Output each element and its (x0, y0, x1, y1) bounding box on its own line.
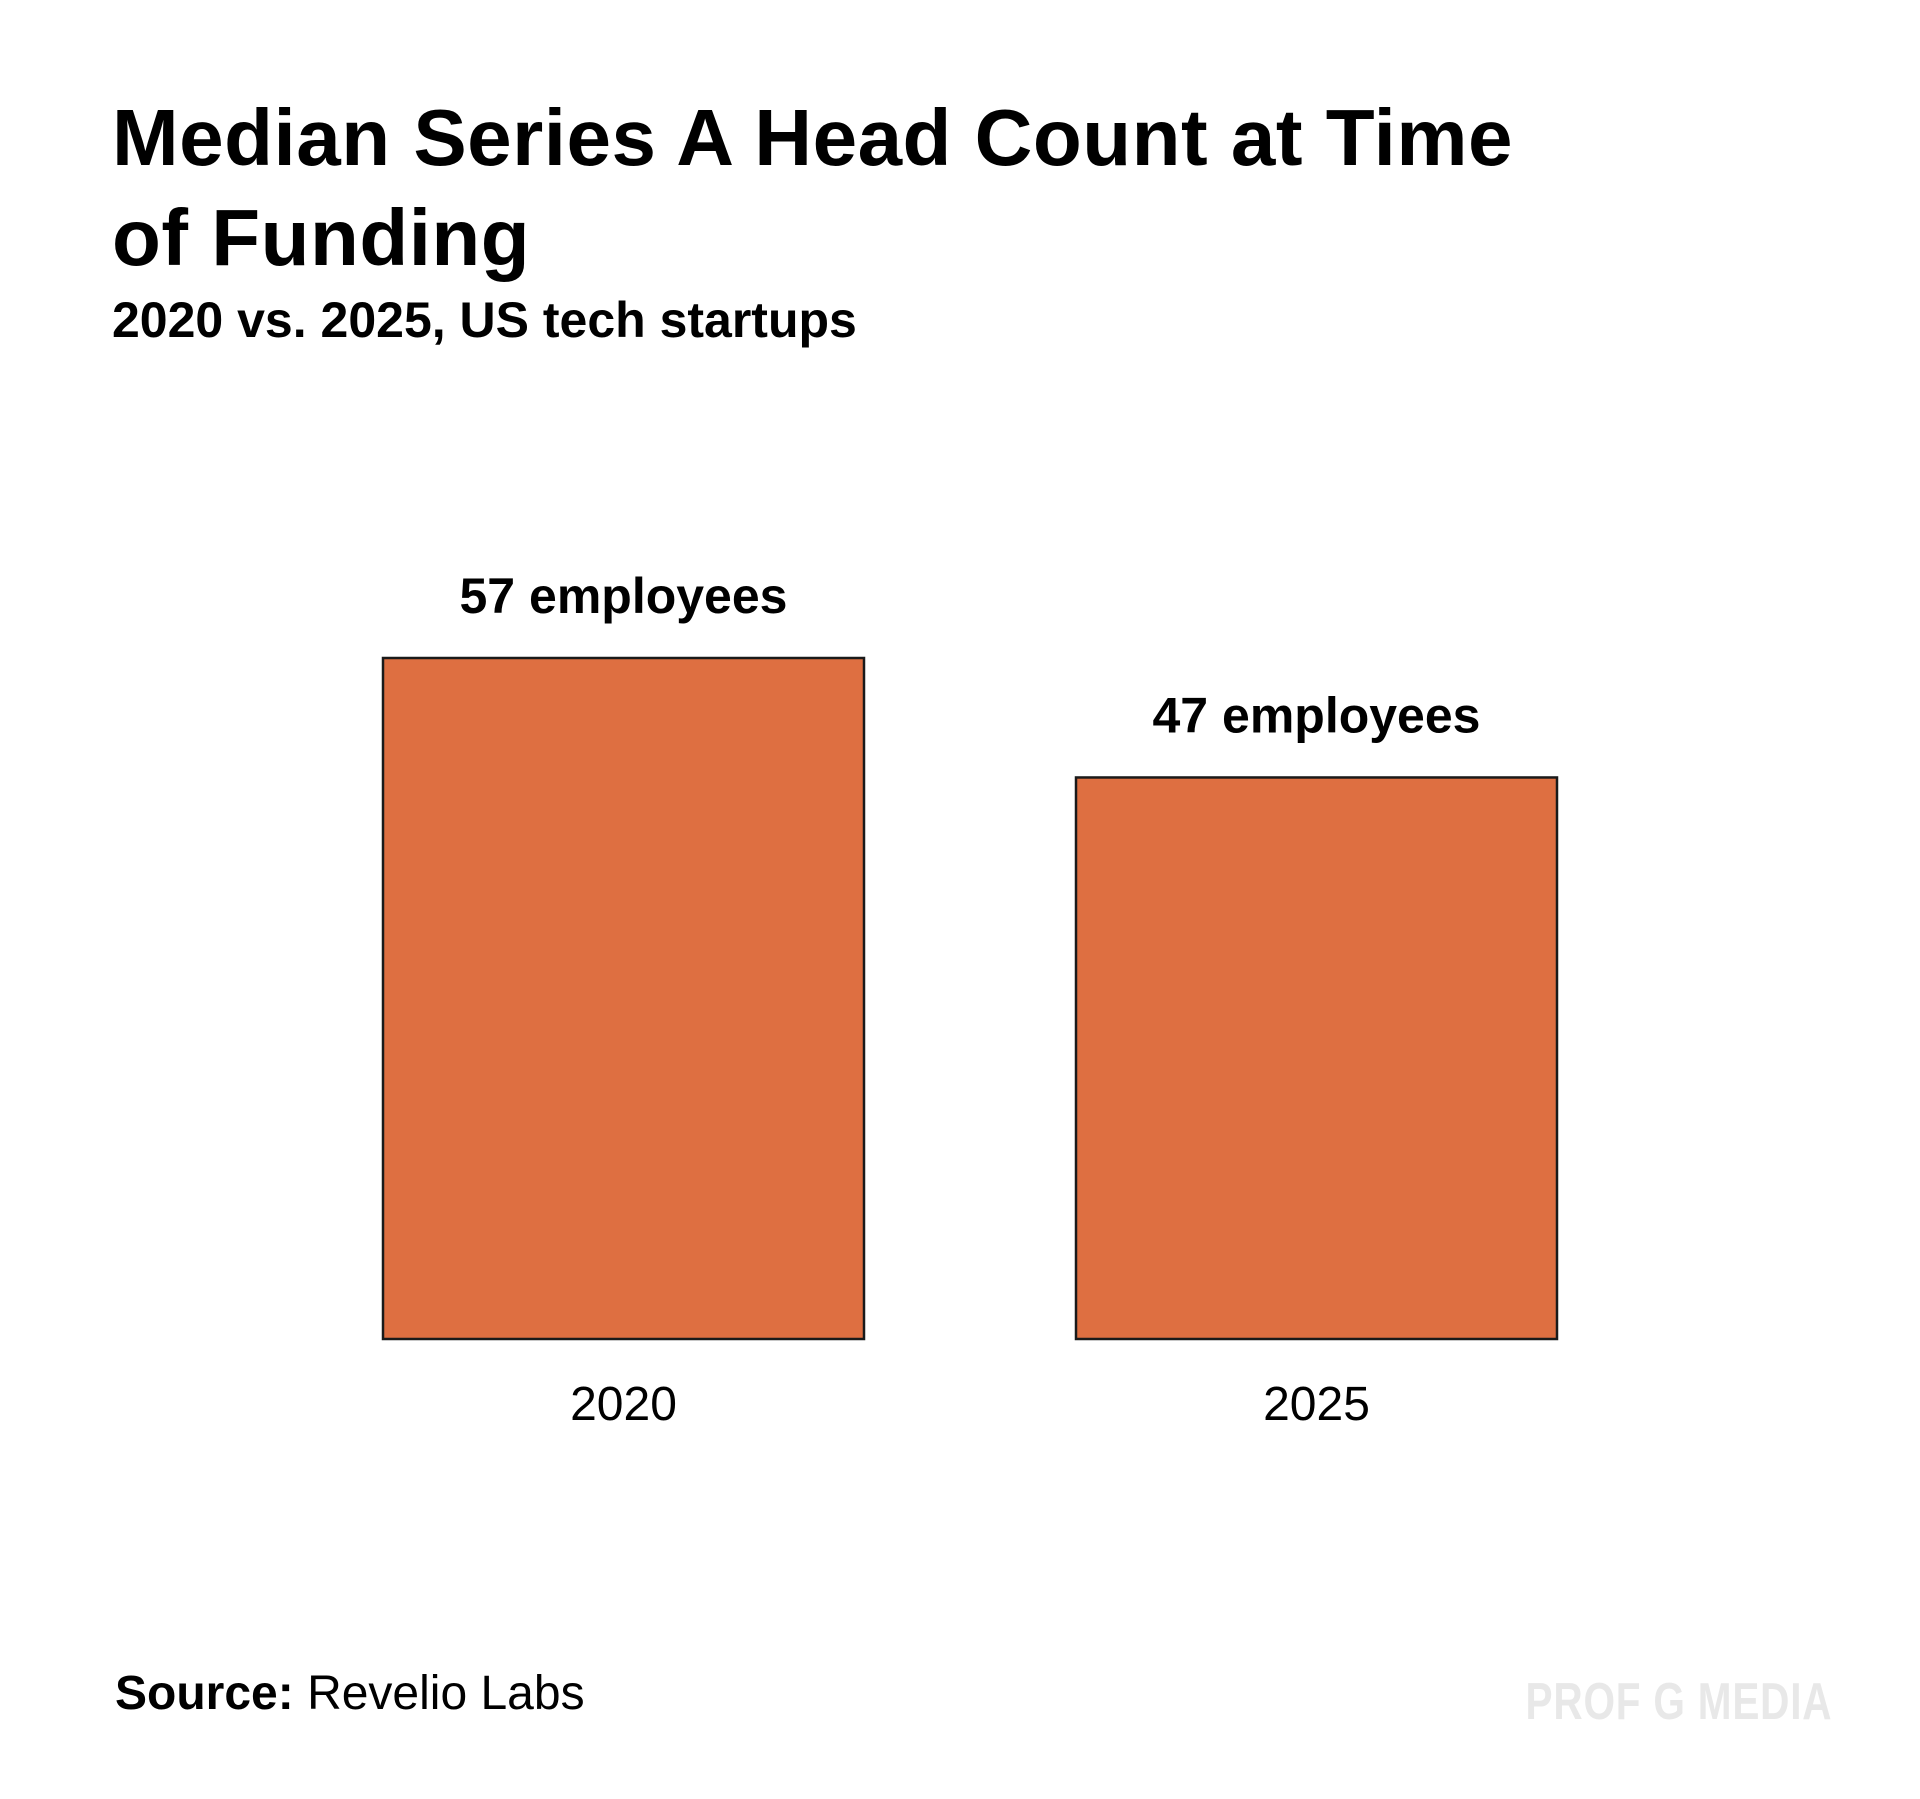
x-tick-label-2020: 2020 (570, 1378, 677, 1431)
data-label-2020: 57 employees (460, 568, 788, 624)
x-tick-label-2025: 2025 (1263, 1378, 1370, 1431)
data-label-2025: 47 employees (1153, 687, 1481, 743)
chart-subtitle: 2020 vs. 2025, US tech startups (112, 292, 857, 348)
chart-title: Median Series A Head Count at Time of Fu… (112, 93, 1514, 282)
source-note: Source: Revelio Labs (115, 1664, 585, 1724)
source-value: Revelio Labs (307, 1667, 585, 1720)
bar-2025 (1074, 776, 1559, 1341)
bar-2020 (381, 656, 866, 1341)
source-label: Source: (115, 1667, 294, 1720)
brand-watermark: PROF G MEDIA (1525, 1673, 1832, 1731)
